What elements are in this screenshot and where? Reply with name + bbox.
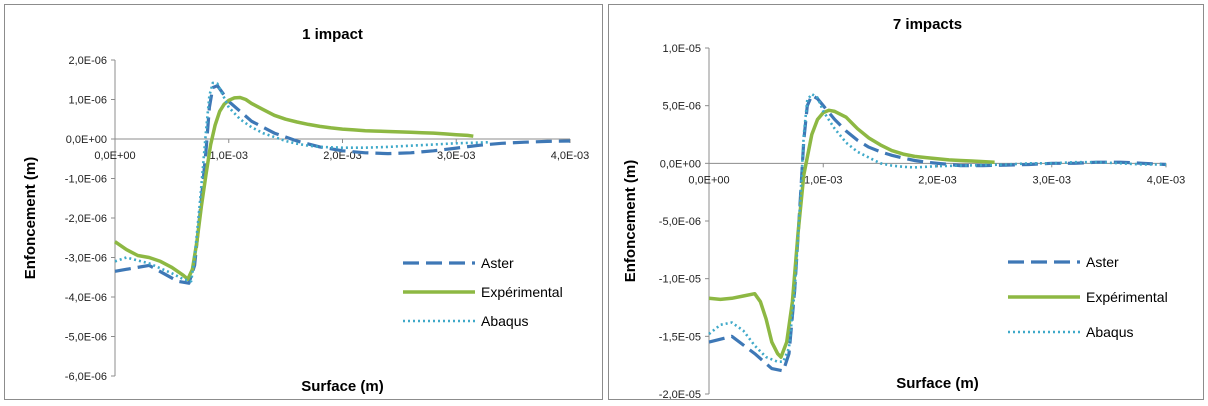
x-tick-label: 3,0E-03 [1032,174,1071,186]
x-tick-label: 2,0E-03 [323,150,362,162]
legend-label: Expérimental [481,284,563,300]
series-line-aster [114,84,571,285]
series-line-exprimental [708,108,995,359]
x-tick-label: 3,0E-03 [437,150,476,162]
y-tick-label: -1,0E-06 [65,174,107,186]
y-tick-label: -2,0E-05 [659,389,701,399]
chart-panel-1-impact: 1 impact 2,0E-06 1,0E-06 0,0E+00 -1,0E-06 -2,… [4,4,603,400]
series-line-exprimental [114,95,474,281]
x-tick-label: 2,0E-03 [918,174,957,186]
x-tick-label: 0,0E+00 [688,174,729,186]
series-line-aster [708,93,1167,373]
legend-label: Expérimental [1086,289,1168,305]
series-line-abaqus [114,81,491,283]
y-tick-label: 1,0E-05 [662,43,701,55]
chart-title: 1 impact [302,26,363,43]
y-axis-label: Enfoncement (m) [622,160,639,283]
chart-1-impact-svg: 1 impact 2,0E-06 1,0E-06 0,0E+00 -1,0E-06 -2,… [22,26,590,395]
legend-label: Aster [481,255,514,271]
x-tick-label: 4,0E-03 [551,150,590,162]
y-tick-label: 5,0E-06 [662,101,701,113]
y-tick-label: -2,0E-06 [65,213,107,225]
y-tick-label: -4,0E-06 [65,292,107,304]
y-tick-label: -3,0E-06 [65,253,107,265]
x-axis-label: Surface (m) [301,378,384,395]
y-tick-label: -5,0E-06 [65,332,107,344]
y-tick-label: -1,0E-05 [659,274,701,286]
x-tick-label: 1,0E-03 [209,150,248,162]
chart-panel-7-impacts: 7 impacts 1,0E-05 5,0E-06 0,0E+00 -5,0E-06 -1… [608,4,1204,400]
x-tick-label: 1,0E-03 [804,174,843,186]
chart-title: 7 impacts [893,16,962,33]
x-axis-label: Surface (m) [896,375,979,392]
y-tick-label: -1,5E-05 [659,331,701,343]
x-tick-label: 0,0E+00 [94,150,135,162]
chart-7-impacts-svg: 7 impacts 1,0E-05 5,0E-06 0,0E+00 -5,0E-06 -1… [622,16,1186,399]
y-axis-label: Enfoncement (m) [22,157,39,280]
y-tick-label: -5,0E-06 [659,216,701,228]
y-tick-label: -6,0E-06 [65,371,107,383]
legend-label: Abaqus [1086,324,1133,340]
x-tick-label: 4,0E-03 [1147,174,1186,186]
y-tick-label: 0,0E+00 [660,158,701,170]
series-line-abaqus [708,92,1166,364]
legend-label: Abaqus [481,313,528,329]
legend-label: Aster [1086,254,1119,270]
y-tick-label: 0,0E+00 [66,134,107,146]
y-tick-label: 2,0E-06 [68,55,107,67]
y-tick-label: 1,0E-06 [68,95,107,107]
